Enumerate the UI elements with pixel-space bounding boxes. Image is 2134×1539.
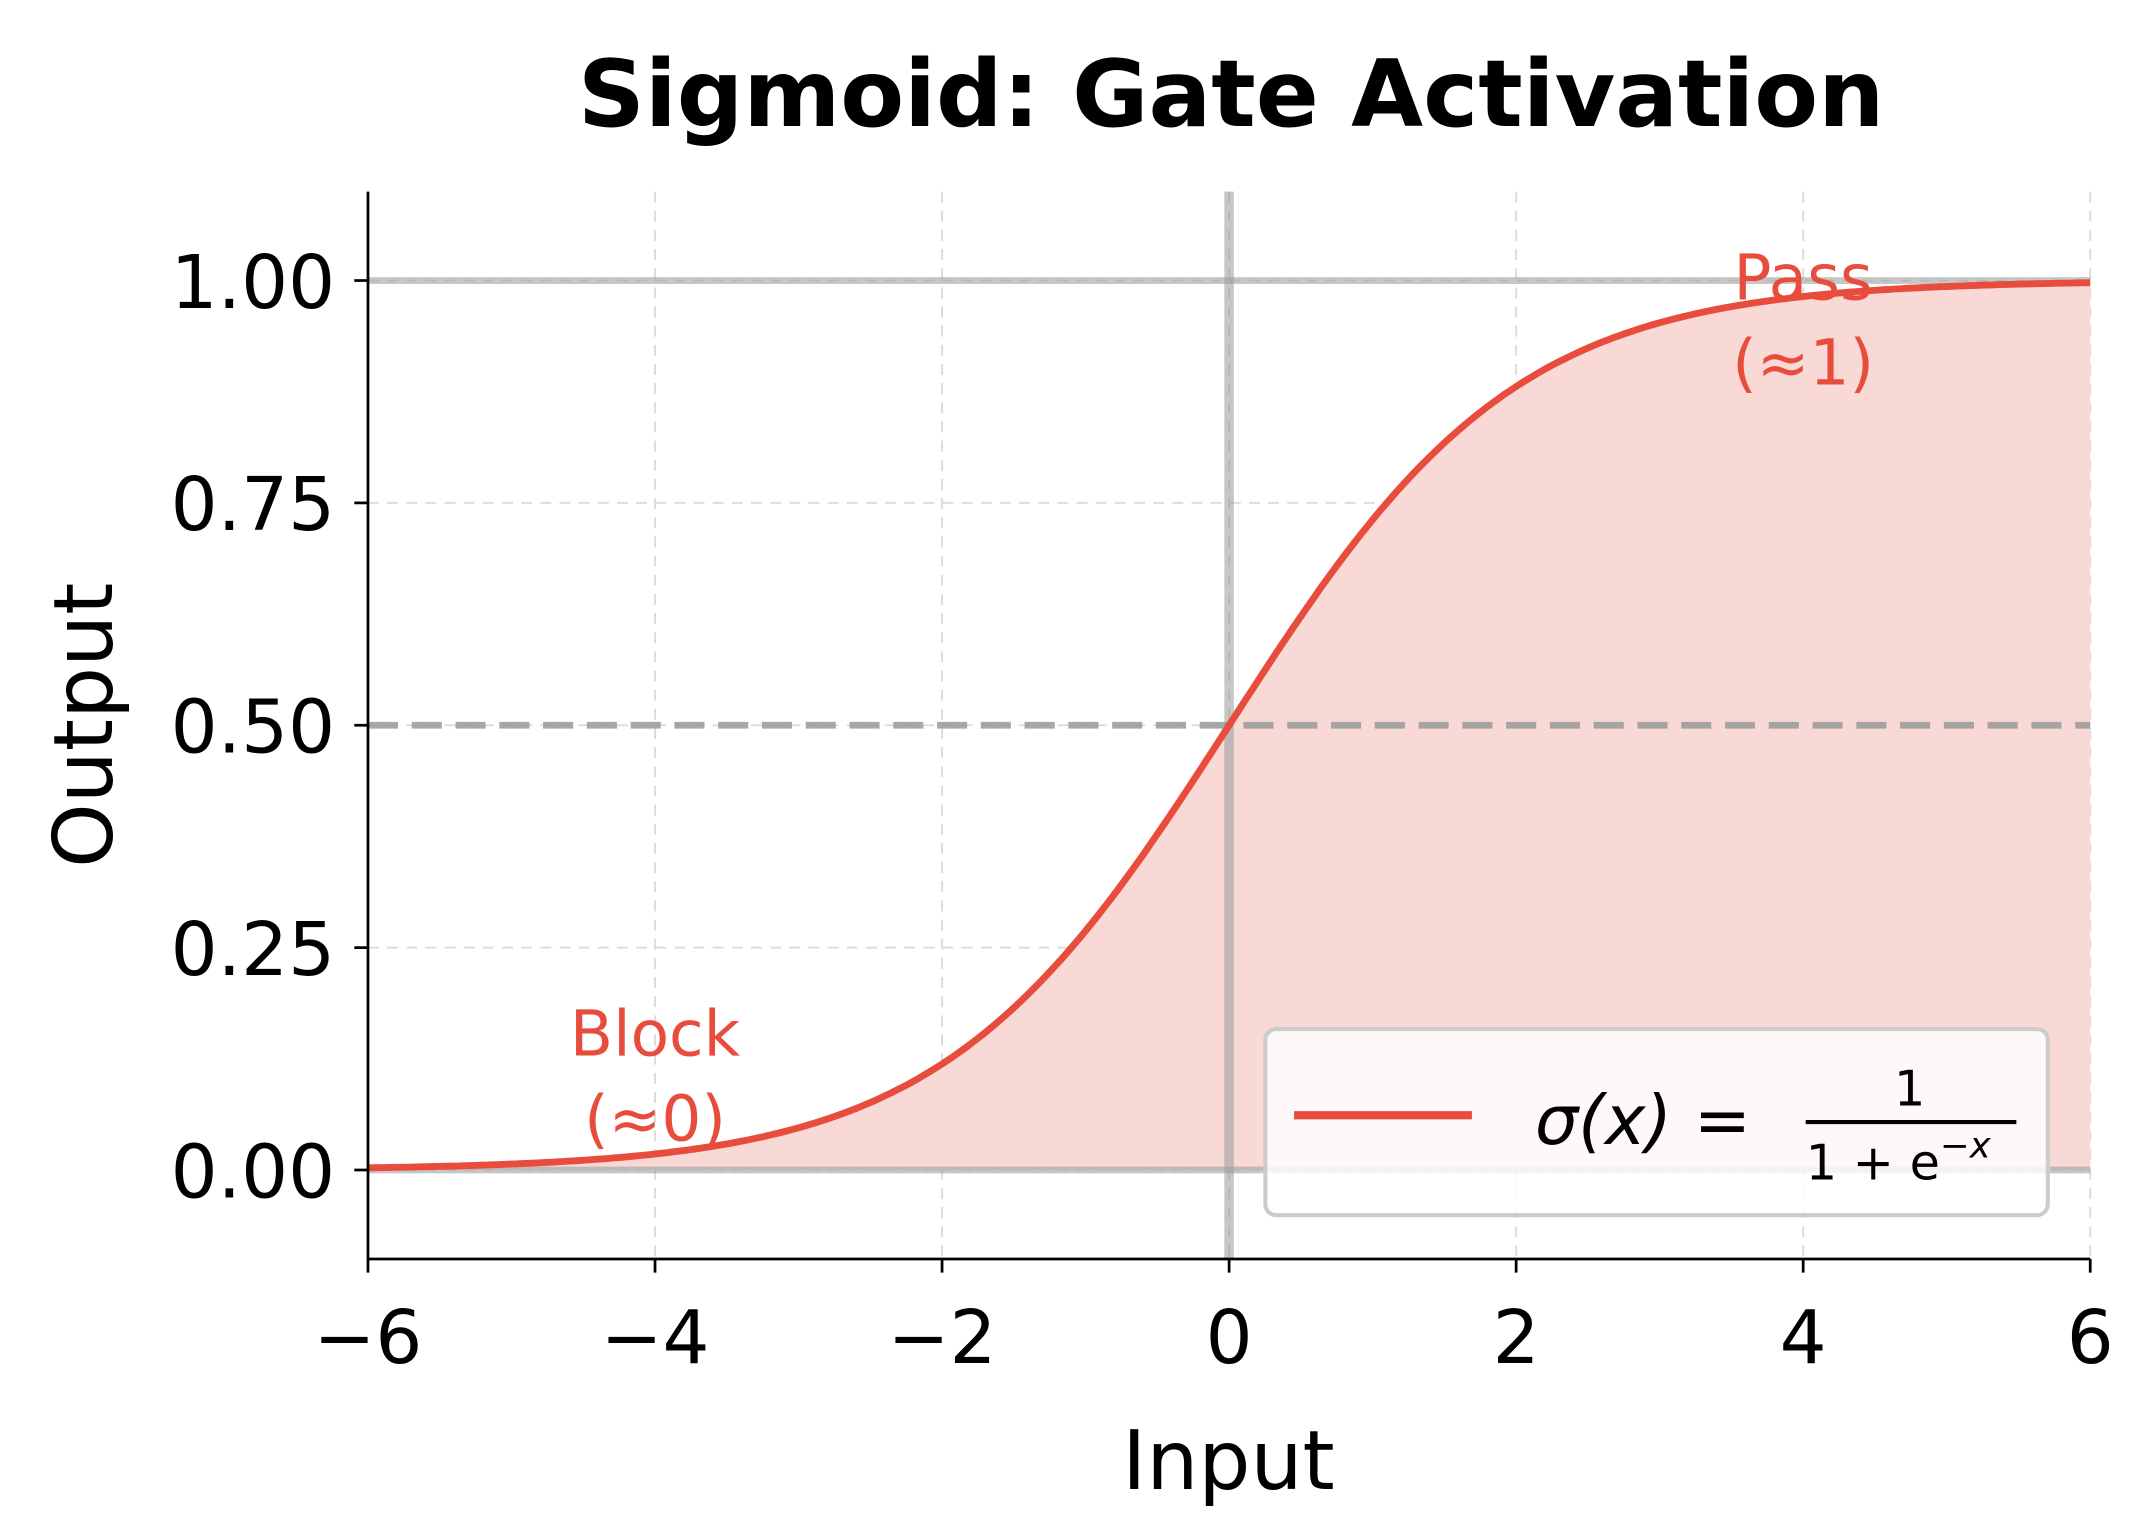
- legend-denominator-base: 1 + e: [1806, 1134, 1940, 1192]
- x-tick-label: 4: [1780, 1295, 1827, 1381]
- annotations: Block (≈0) Pass (≈1): [570, 242, 1874, 1156]
- legend-label: σ(x) =: [1535, 1082, 1751, 1161]
- legend-box: [1263, 1027, 2050, 1218]
- x-axis-label: Input: [1122, 1414, 1334, 1509]
- x-tick-label: −4: [601, 1295, 710, 1381]
- annotation-text: Pass (≈1): [1732, 242, 1874, 400]
- legend-numerator: 1: [1894, 1060, 1925, 1118]
- legend-denominator: 1 + e−x: [1806, 1126, 1992, 1192]
- annotation-line: Pass: [1734, 242, 1873, 315]
- ticks: −6 −4 −2 0 2 4 6 0.00 0.25 0.50 0.75 1.00: [171, 240, 2114, 1381]
- annotation-line: (≈0): [584, 1083, 726, 1156]
- y-axis-label: Output: [37, 583, 132, 868]
- annotation-text: Block (≈0): [570, 998, 741, 1156]
- y-tick-label: 0.00: [171, 1129, 335, 1215]
- y-tick-label: 0.75: [171, 462, 335, 548]
- curve: [367, 279, 2091, 1172]
- annotation-line: Block: [570, 998, 741, 1071]
- x-tick-label: 2: [1493, 1295, 1540, 1381]
- x-tick-label: −6: [314, 1295, 423, 1381]
- x-tick-label: 0: [1206, 1295, 1253, 1381]
- annotation-line: (≈1): [1732, 327, 1874, 400]
- sigmoid-line: [367, 279, 2091, 1172]
- y-tick-label: 0.50: [171, 685, 335, 771]
- x-tick-label: −2: [888, 1295, 997, 1381]
- x-tick-label: 6: [2067, 1295, 2114, 1381]
- legend-exponent: −x: [1940, 1126, 1992, 1167]
- y-tick-label: 1.00: [171, 240, 335, 326]
- y-tick-label: 0.25: [171, 907, 335, 993]
- legend: σ(x) = 1 1 + e−x: [1263, 1027, 2050, 1218]
- chart-title: Sigmoid: Gate Activation: [578, 40, 1884, 148]
